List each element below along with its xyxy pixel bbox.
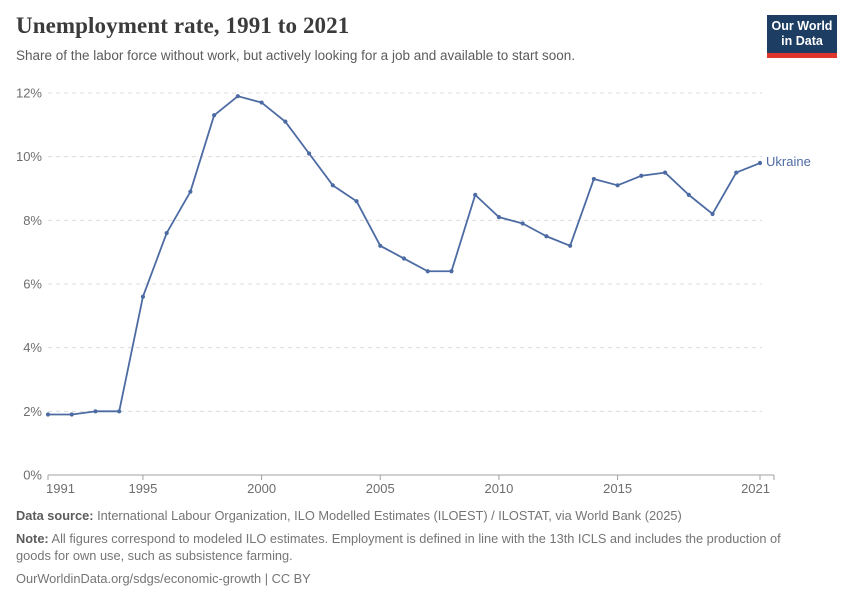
note-line: Note: All figures correspond to modeled … [16, 530, 798, 565]
chart-subtitle: Share of the labor force without work, b… [16, 48, 576, 63]
note-text: All figures correspond to modeled ILO es… [16, 530, 781, 564]
data-point-2005[interactable] [378, 243, 383, 248]
data-line[interactable] [47, 95, 761, 416]
series-entity-label[interactable]: Ukraine [766, 154, 811, 169]
license-label: | CC BY [261, 570, 311, 586]
x-tick-label-1991: 1991 [46, 481, 75, 496]
owid-logo[interactable]: Our World in Data [767, 15, 837, 58]
x-tick-label-2015: 2015 [603, 481, 632, 496]
y-tick-label-4: 4% [23, 340, 42, 355]
data-point-2020[interactable] [734, 170, 739, 175]
data-point-2001[interactable] [283, 119, 288, 124]
data-point-2008[interactable] [449, 269, 454, 274]
y-tick-label-8: 8% [23, 213, 42, 228]
y-tick-label-0: 0% [23, 468, 42, 483]
owid-logo-line1: Our World [771, 19, 833, 33]
data-point-2012[interactable] [544, 234, 549, 239]
data-source-text: International Labour Organization, ILO M… [93, 508, 682, 523]
data-point-1993[interactable] [93, 409, 98, 414]
x-tick-label-2005: 2005 [366, 481, 395, 496]
data-point-1991[interactable] [45, 412, 51, 417]
x-tick-label-2000: 2000 [247, 481, 276, 496]
data-point-2000[interactable] [259, 100, 264, 105]
gridlines [48, 92, 762, 412]
data-point-1998[interactable] [212, 113, 217, 118]
data-point-1994[interactable] [117, 409, 122, 414]
y-tick-label-10: 10% [16, 149, 42, 164]
y-tick-label-6: 6% [23, 277, 42, 292]
chart-header: Unemployment rate, 1991 to 2021 Share of… [16, 13, 746, 63]
data-point-1997[interactable] [188, 189, 193, 194]
owid-url[interactable]: OurWorldinData.org/sdgs/economic-growth [16, 570, 262, 586]
series-line-ukraine[interactable] [45, 94, 763, 417]
data-point-1995[interactable] [140, 294, 146, 299]
y-tick-label-2: 2% [23, 404, 42, 419]
x-tick-label-1995: 1995 [128, 481, 157, 496]
data-point-1992[interactable] [69, 412, 74, 417]
citation-line: OurWorldinData.org/sdgs/economic-growth … [16, 570, 798, 588]
data-point-2016[interactable] [639, 173, 644, 178]
data-point-2015[interactable] [615, 183, 620, 188]
data-point-2004[interactable] [354, 199, 359, 204]
x-axis [47, 474, 775, 480]
data-point-2010[interactable] [496, 215, 502, 220]
data-point-2009[interactable] [473, 192, 478, 197]
data-point-2019[interactable] [710, 211, 715, 217]
data-point-2018[interactable] [686, 192, 691, 197]
data-point-2017[interactable] [662, 170, 668, 175]
data-point-2003[interactable] [330, 183, 335, 188]
data-point-2002[interactable] [306, 151, 312, 156]
data-point-2021[interactable] [757, 160, 763, 166]
data-point-2007[interactable] [425, 269, 430, 274]
data-point-1996[interactable] [164, 230, 169, 236]
page-title: Unemployment rate, 1991 to 2021 [16, 13, 350, 38]
owid-logo-line2: in Data [781, 34, 823, 48]
data-source-label: Data source: [16, 508, 94, 523]
data-point-2006[interactable] [401, 256, 407, 261]
x-tick-label-2010: 2010 [484, 481, 513, 496]
x-tick-label-2021: 2021 [741, 481, 770, 496]
note-label: Note: [16, 530, 49, 546]
chart-footer: Data source: International Labour Organi… [16, 507, 798, 588]
data-point-2014[interactable] [591, 176, 596, 182]
data-point-2013[interactable] [568, 243, 573, 248]
data-point-2011[interactable] [520, 221, 525, 226]
x-axis-labels: 1991 1995 2000 2005 2010 2015 2021 [46, 481, 770, 496]
y-axis-labels: 0% 2% 4% 6% 8% 10% 12% [16, 86, 42, 483]
y-tick-label-12: 12% [16, 86, 42, 101]
data-source-line: Data source: International Labour Organi… [16, 507, 798, 525]
data-point-1999[interactable] [235, 94, 240, 99]
